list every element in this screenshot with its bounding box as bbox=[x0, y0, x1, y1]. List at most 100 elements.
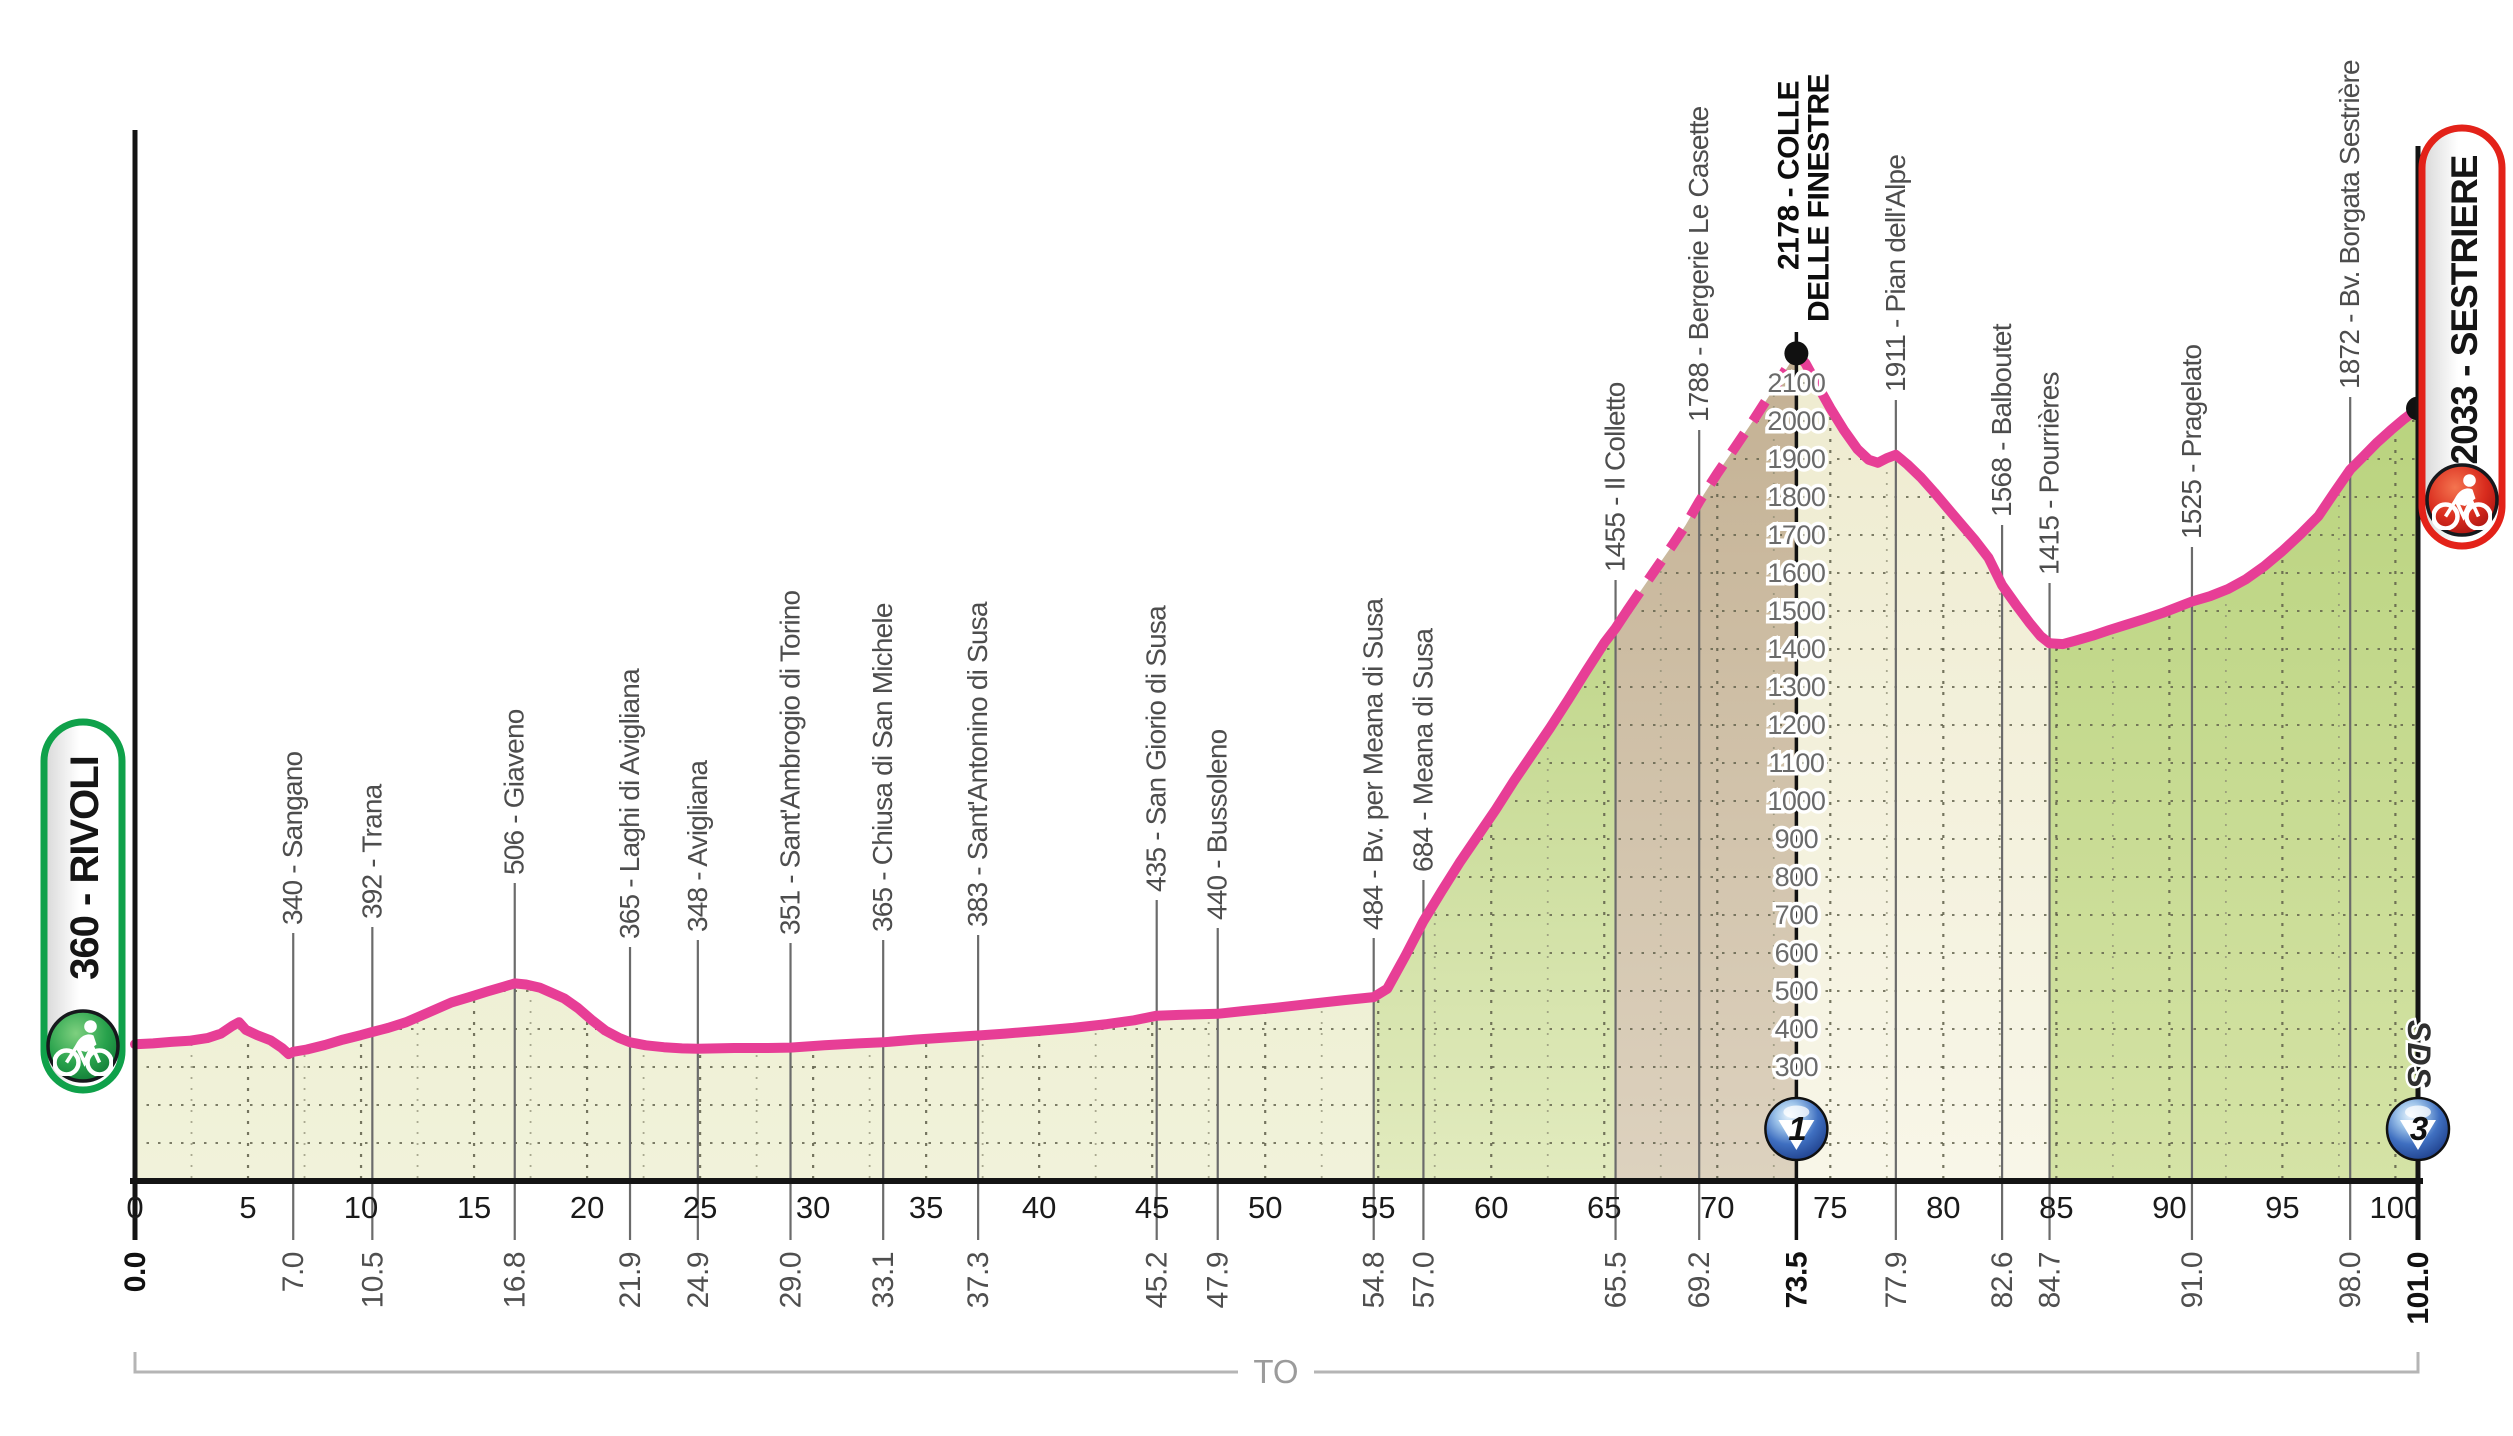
waypoint-km-label: 16.8 bbox=[499, 1252, 532, 1308]
waypoint-label: 392 - Trana bbox=[356, 783, 387, 919]
waypoint-label: 351 - Sant'Ambrogio di Torino bbox=[775, 590, 806, 935]
waypoint-label: 1455 - Il Colletto bbox=[1600, 382, 1631, 572]
waypoint-km-label: 33.1 bbox=[867, 1252, 900, 1308]
waypoint-label: 435 - San Giorio di Susa bbox=[1141, 605, 1172, 892]
sphere-highlight bbox=[2405, 1105, 2431, 1119]
km-tick-label: 40 bbox=[1022, 1190, 1056, 1225]
elevation-label: 1400 bbox=[1767, 634, 1825, 664]
km-tick-label: 65 bbox=[1587, 1190, 1621, 1225]
waypoint-km-label: 65.5 bbox=[1600, 1252, 1633, 1308]
km-tick-label: 85 bbox=[2039, 1190, 2073, 1225]
elevation-scale: 300 400 500 600 700 800 900 1000 1100 1200 1300 140… bbox=[1764, 365, 1830, 1086]
waypoint-km-label: 77.9 bbox=[1880, 1252, 1913, 1308]
waypoint-km-label: 47.9 bbox=[1202, 1252, 1235, 1308]
waypoint-km-label: 21.9 bbox=[614, 1252, 647, 1308]
profile-area-fills bbox=[135, 353, 2418, 1181]
elevation-label: 300 bbox=[1775, 1052, 1819, 1082]
elevation-label: 1000 bbox=[1767, 786, 1825, 816]
summit-label-line1: 2178 - COLLE bbox=[1772, 81, 1805, 270]
km-tick-label: 20 bbox=[570, 1190, 604, 1225]
waypoint-label: 684 - Meana di Susa bbox=[1407, 628, 1438, 872]
waypoint-km-label: 0.0 bbox=[119, 1252, 152, 1292]
category-triangle bbox=[2400, 1120, 2436, 1150]
start-pill: 360 - RIVOLI bbox=[40, 718, 126, 1094]
waypoint-km-label: 73.5 bbox=[1780, 1252, 1813, 1308]
elevation-label: 400 bbox=[1775, 1014, 1819, 1044]
waypoint-label: 365 - Chiusa di San Michele bbox=[867, 603, 898, 932]
start-pill-label: 360 - RIVOLI bbox=[63, 756, 107, 980]
waypoint-label: 1415 - Pourrières bbox=[2034, 372, 2065, 575]
elevation-label: 1100 bbox=[1768, 748, 1824, 778]
elevation-label: 1900 bbox=[1767, 444, 1825, 474]
km-tick-label: 10 bbox=[344, 1190, 378, 1225]
km-tick-label: 80 bbox=[1926, 1190, 1960, 1225]
km-ticks: 0 5 10 15 20 25 30 35 40 45 50 55 60 65 70 75 80 85 90 95 10… bbox=[126, 1190, 2421, 1225]
start-pill-frame bbox=[40, 718, 126, 1094]
waypoint-label: 1568 - Balboutet bbox=[1986, 323, 2017, 517]
area-sector-valley bbox=[135, 353, 1374, 1181]
km-tick-label: 35 bbox=[909, 1190, 943, 1225]
waypoint-lines bbox=[292, 332, 2352, 1240]
elevation-label: 1200 bbox=[1767, 710, 1825, 740]
waypoint-km-label: 91.0 bbox=[2176, 1252, 2209, 1308]
waypoint-km-label: 45.2 bbox=[1141, 1252, 1174, 1308]
province-label: TO bbox=[1253, 1353, 1298, 1390]
waypoint-label: 1911 - Pian dell'Alpe bbox=[1880, 155, 1911, 392]
finish-pill: 2033 - SESTRIERE bbox=[2418, 124, 2506, 550]
km-tick-label: 50 bbox=[1248, 1190, 1282, 1225]
km-tick-label: 100 bbox=[2370, 1190, 2422, 1225]
route-line-solid bbox=[130, 606, 1632, 1060]
waypoint-km-label: 29.0 bbox=[775, 1252, 808, 1308]
route-line-gravel-dashed bbox=[1622, 350, 1801, 614]
waypoint-label: 506 - Giaveno bbox=[499, 709, 530, 875]
sds-logo: SDS bbox=[2401, 1020, 2437, 1089]
km-tick-label: 25 bbox=[683, 1190, 717, 1225]
sphere-highlight bbox=[1783, 1105, 1810, 1119]
route-line-solid bbox=[1791, 348, 2423, 650]
category-marker: 1 bbox=[1764, 1096, 1829, 1162]
km-tick-label: 90 bbox=[2152, 1190, 2186, 1225]
bracket-line bbox=[133, 1352, 2420, 1374]
km-tick-label: 70 bbox=[1700, 1190, 1734, 1225]
category-triangle bbox=[1778, 1120, 1815, 1150]
km-tick-label: 0 bbox=[126, 1190, 143, 1225]
km-tick-label: 75 bbox=[1813, 1190, 1847, 1225]
elevation-label: 1700 bbox=[1767, 520, 1825, 550]
waypoint-km-label: 98.0 bbox=[2334, 1252, 2367, 1308]
elevation-label: 700 bbox=[1775, 900, 1819, 930]
waypoint-km-label: 84.7 bbox=[2034, 1252, 2067, 1308]
waypoint-label: 365 - Laghi di Avigliana bbox=[614, 668, 645, 939]
km-tick-label: 60 bbox=[1474, 1190, 1508, 1225]
waypoint-label: 383 - Sant'Antonino di Susa bbox=[962, 601, 993, 927]
elevation-label: 1300 bbox=[1767, 672, 1825, 702]
km-tick-label: 95 bbox=[2265, 1190, 2299, 1225]
elevation-label: 1600 bbox=[1767, 558, 1825, 588]
waypoint-km-label: 54.8 bbox=[1358, 1252, 1391, 1308]
summit-dot bbox=[1784, 341, 1809, 366]
km-tick-label: 45 bbox=[1135, 1190, 1169, 1225]
waypoint-km-labels: 0.0 7.0 10.5 16.8 21.9 24.9 29.0 33.1 37.3 45.2 47… bbox=[119, 1252, 2435, 1325]
km-tick-label: 55 bbox=[1361, 1190, 1395, 1225]
elevation-label: 500 bbox=[1775, 976, 1819, 1006]
waypoint-label: 1872 - Bv. Borgata Sestrière bbox=[2334, 60, 2365, 389]
waypoint-label: 1525 - Pragelato bbox=[2176, 345, 2207, 539]
waypoint-km-label: 24.9 bbox=[682, 1252, 715, 1308]
elevation-label: 900 bbox=[1775, 824, 1819, 854]
category-number: 1 bbox=[1788, 1110, 1806, 1147]
waypoint-label: 1788 - Bergerie Le Casette bbox=[1683, 106, 1714, 422]
finish-pill-frame bbox=[2418, 124, 2506, 550]
category-number: 3 bbox=[2410, 1110, 2428, 1147]
elevation-label: 600 bbox=[1775, 938, 1819, 968]
category-marker: 3 bbox=[2385, 1096, 2451, 1162]
waypoint-km-label: 101.0 bbox=[2402, 1252, 2435, 1325]
elevation-label: 1800 bbox=[1767, 482, 1825, 512]
waypoint-km-label: 10.5 bbox=[356, 1252, 389, 1308]
elevation-label: 1500 bbox=[1767, 596, 1825, 626]
province-bracket: TO bbox=[133, 1352, 2420, 1390]
waypoint-km-label: 7.0 bbox=[277, 1252, 310, 1292]
waypoint-label: 484 - Bv. per Meana di Susa bbox=[1358, 598, 1389, 930]
waypoint-km-label: 57.0 bbox=[1407, 1252, 1440, 1308]
elevation-label: 2000 bbox=[1767, 406, 1825, 436]
waypoint-km-label: 82.6 bbox=[1986, 1252, 2019, 1308]
